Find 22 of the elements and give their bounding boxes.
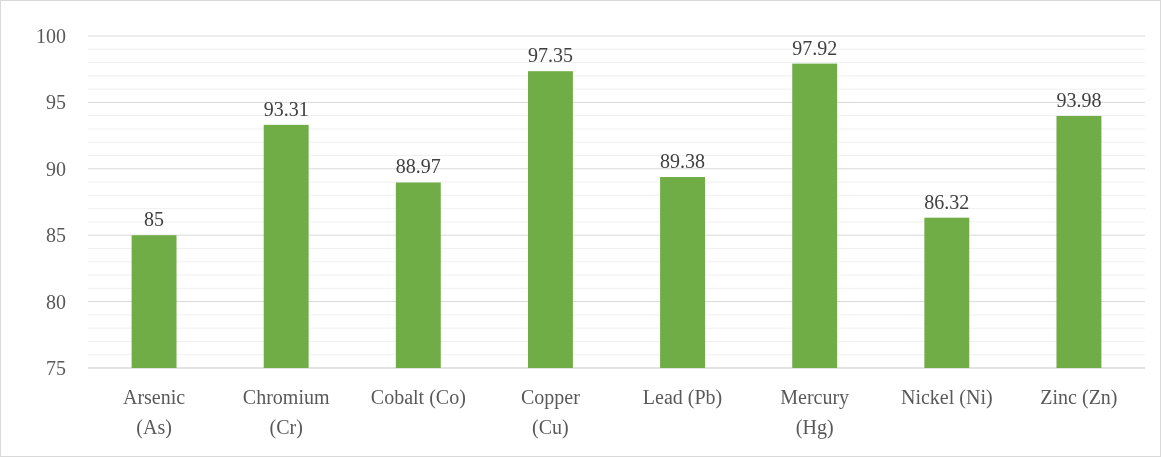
x-tick-label: Nickel (Ni) (900, 386, 993, 409)
y-tick-label: 100 (36, 25, 66, 47)
data-label: 89.38 (660, 150, 706, 173)
y-tick-label: 80 (46, 290, 66, 313)
x-tick-label: Chromium (Cr) (242, 386, 330, 439)
y-tick-label: 75 (46, 357, 66, 379)
data-label: 85 (144, 208, 165, 231)
data-label: 93.31 (263, 97, 309, 120)
x-tick-label: Cobalt (Co) (370, 386, 466, 409)
data-label: 97.35 (527, 44, 573, 67)
x-tick-label: Copper (Cu) (520, 386, 581, 439)
data-label: 93.98 (1056, 88, 1102, 111)
x-tick-label: Mercury (Hg) (780, 386, 850, 439)
x-tick-label: Arsenic (As) (122, 386, 186, 439)
y-tick-label: 95 (46, 91, 66, 114)
x-tick-label: Zinc (Zn) (1040, 386, 1118, 409)
data-label: 88.97 (395, 155, 441, 178)
y-tick-label: 85 (46, 224, 66, 247)
data-label: 86.32 (924, 190, 970, 213)
y-tick-label: 90 (46, 157, 66, 180)
data-label: 97.92 (792, 36, 838, 59)
x-tick-label: Lead (Pb) (642, 386, 723, 409)
